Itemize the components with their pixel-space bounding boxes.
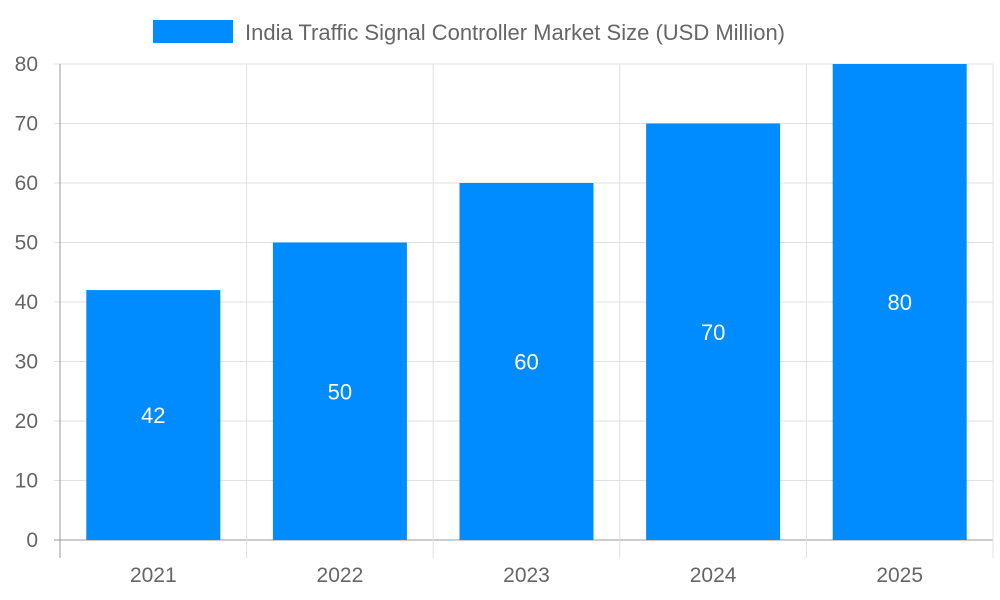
data-label: 50 [328,379,352,404]
y-tick-label: 70 [15,113,38,136]
bar-2022 [272,242,407,540]
bar-2025 [832,64,967,540]
y-axis: 0 10 20 30 40 50 60 70 80 [15,53,38,552]
y-tick-label: 0 [26,529,38,552]
y-tick-label: 20 [15,410,38,433]
x-axis: 2021 2022 2023 2024 2025 [130,564,923,587]
data-label: 70 [701,320,725,345]
legend-label: India Traffic Signal Controller Market S… [245,20,785,45]
x-tick-label: 2024 [690,564,737,587]
x-tick-label: 2021 [130,564,177,587]
bar-2023 [459,183,594,540]
data-label: 80 [887,290,911,315]
x-tick-label: 2023 [503,564,550,587]
legend[interactable]: India Traffic Signal Controller Market S… [153,20,785,45]
x-tick-label: 2022 [317,564,364,587]
x-tick-label: 2025 [876,564,923,587]
legend-swatch [153,20,233,43]
data-label: 60 [514,350,538,375]
data-labels: 42 50 60 70 80 [141,290,912,428]
data-label: 42 [141,403,165,428]
y-tick-label: 40 [15,291,38,314]
y-tick-label: 50 [15,232,38,255]
bar-2021 [86,290,221,540]
y-tick-label: 30 [15,351,38,374]
bar-2024 [646,123,781,540]
y-tick-label: 80 [15,53,38,76]
y-tick-label: 10 [15,470,38,493]
y-tick-label: 60 [15,172,38,195]
bars [86,64,967,540]
